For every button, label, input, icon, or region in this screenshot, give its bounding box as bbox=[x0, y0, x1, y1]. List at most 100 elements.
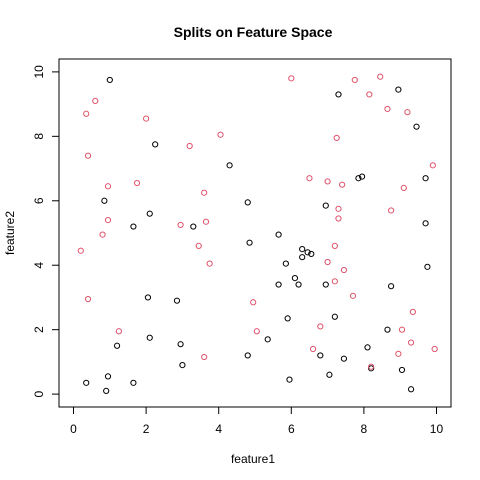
data-point bbox=[275, 231, 282, 238]
data-point bbox=[413, 123, 420, 130]
x-tick-label: 0 bbox=[70, 422, 77, 436]
data-point bbox=[173, 297, 181, 304]
data-point bbox=[133, 179, 141, 187]
data-point bbox=[244, 199, 251, 206]
data-point bbox=[335, 205, 342, 212]
data-point bbox=[351, 76, 358, 84]
data-point bbox=[202, 218, 210, 225]
data-point bbox=[101, 197, 108, 204]
plot-frame bbox=[58, 58, 452, 408]
x-tick-label: 6 bbox=[288, 422, 295, 436]
data-point bbox=[84, 152, 92, 159]
data-points bbox=[77, 73, 438, 394]
data-point bbox=[409, 308, 416, 316]
data-point bbox=[130, 223, 137, 230]
data-point bbox=[253, 328, 260, 335]
data-point bbox=[431, 345, 438, 353]
data-point bbox=[295, 281, 302, 288]
data-point bbox=[384, 105, 391, 113]
data-point bbox=[99, 231, 106, 238]
data-point bbox=[331, 278, 338, 285]
data-point bbox=[146, 210, 153, 217]
data-point bbox=[308, 250, 315, 258]
y-tick-label: 6 bbox=[32, 197, 46, 204]
data-point bbox=[331, 242, 338, 249]
data-point bbox=[398, 326, 406, 333]
data-point bbox=[335, 215, 342, 222]
data-point bbox=[113, 342, 121, 349]
y-tick-label: 2 bbox=[32, 326, 46, 333]
data-point bbox=[250, 299, 257, 306]
data-point bbox=[264, 336, 271, 343]
data-point bbox=[195, 242, 202, 249]
x-tick-label: 10 bbox=[430, 422, 444, 436]
data-point bbox=[246, 239, 253, 246]
data-point bbox=[143, 115, 150, 122]
data-point bbox=[407, 339, 415, 346]
data-point bbox=[404, 109, 411, 116]
data-point bbox=[429, 162, 436, 169]
data-point bbox=[322, 202, 329, 209]
data-point bbox=[106, 76, 113, 84]
data-point bbox=[339, 181, 346, 188]
data-point bbox=[179, 362, 186, 369]
data-point bbox=[377, 73, 384, 80]
data-point bbox=[282, 260, 289, 267]
data-point bbox=[244, 352, 251, 359]
data-point bbox=[324, 258, 331, 266]
y-tick-label: 10 bbox=[32, 65, 46, 79]
data-point bbox=[322, 281, 329, 288]
x-axis: 0 2 4 6 8 10 bbox=[70, 406, 444, 436]
data-point bbox=[326, 371, 333, 378]
data-point bbox=[104, 183, 112, 190]
data-point bbox=[288, 75, 295, 82]
data-point bbox=[130, 379, 137, 386]
data-point bbox=[395, 350, 402, 357]
data-point bbox=[340, 266, 348, 274]
data-point bbox=[190, 223, 197, 230]
data-point bbox=[368, 363, 375, 370]
y-tick-label: 0 bbox=[32, 390, 46, 397]
data-point bbox=[355, 175, 362, 182]
data-point bbox=[340, 355, 348, 362]
data-point bbox=[384, 326, 391, 333]
data-point bbox=[349, 292, 357, 299]
data-point bbox=[366, 91, 373, 98]
y-axis: 0 2 4 6 8 10 bbox=[32, 65, 60, 397]
data-point bbox=[335, 91, 342, 98]
data-point bbox=[217, 131, 224, 138]
data-point bbox=[177, 221, 184, 229]
data-point bbox=[291, 275, 299, 282]
data-point bbox=[407, 386, 415, 393]
data-point bbox=[306, 175, 313, 182]
data-point bbox=[331, 313, 338, 320]
data-point bbox=[77, 247, 84, 254]
data-point bbox=[146, 334, 153, 341]
data-point bbox=[317, 352, 324, 359]
data-point bbox=[152, 141, 159, 148]
data-point bbox=[364, 344, 371, 351]
data-point bbox=[286, 376, 293, 383]
data-point bbox=[358, 173, 366, 180]
data-point bbox=[422, 220, 429, 227]
x-tick-label: 8 bbox=[361, 422, 368, 436]
data-point bbox=[424, 263, 431, 270]
data-point bbox=[103, 387, 110, 394]
y-tick-label: 4 bbox=[32, 262, 46, 269]
data-point bbox=[299, 246, 306, 253]
data-point bbox=[388, 283, 395, 290]
x-tick-label: 2 bbox=[143, 422, 150, 436]
x-axis-label: feature1 bbox=[231, 452, 275, 466]
data-point bbox=[115, 328, 122, 335]
data-point bbox=[324, 178, 331, 185]
data-point bbox=[144, 294, 152, 301]
data-point bbox=[83, 110, 90, 117]
data-point bbox=[226, 162, 233, 169]
data-point bbox=[104, 373, 112, 380]
y-axis-label: feature2 bbox=[3, 211, 17, 255]
data-point bbox=[201, 189, 208, 196]
data-point bbox=[395, 86, 402, 93]
chart-title: Splits on Feature Space bbox=[174, 24, 333, 40]
data-point bbox=[299, 254, 306, 261]
